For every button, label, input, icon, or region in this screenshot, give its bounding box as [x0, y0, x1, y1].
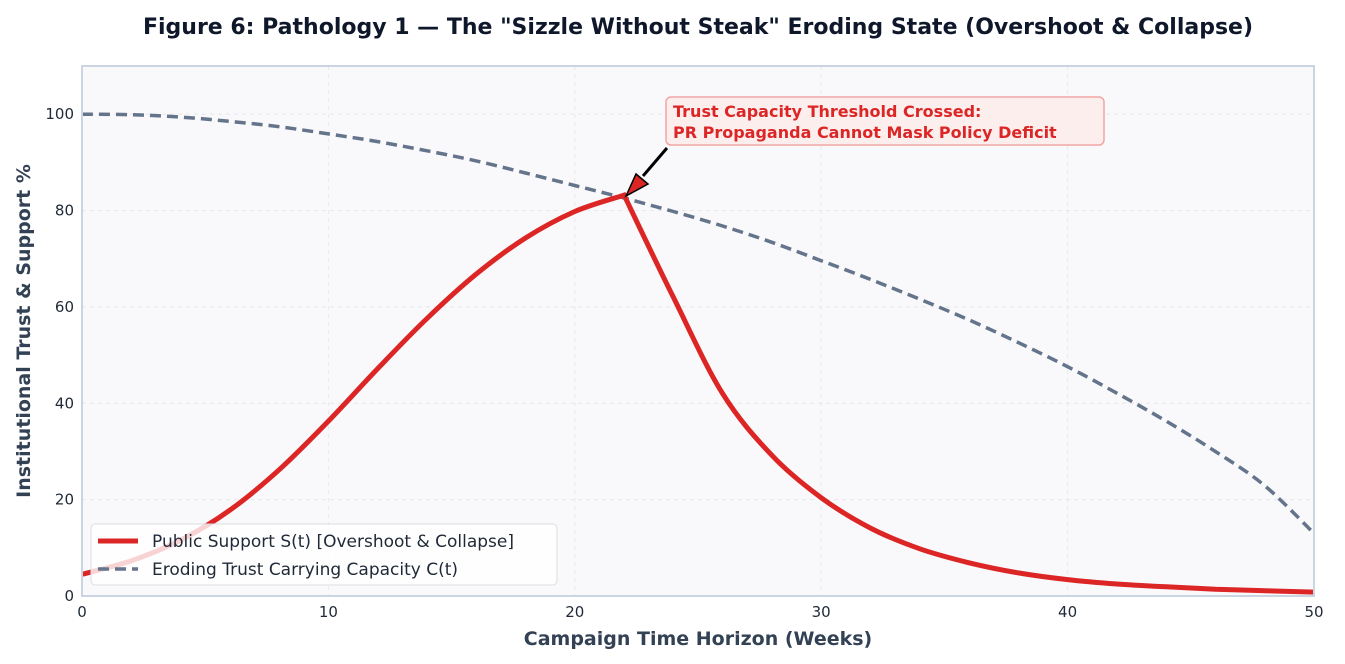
chart-title: Figure 6: Pathology 1 — The "Sizzle With…	[143, 15, 1253, 40]
y-tick-label: 100	[45, 105, 74, 123]
y-tick-label: 0	[64, 587, 74, 605]
y-tick-label: 60	[55, 298, 74, 316]
legend-label-public-support: Public Support S(t) [Overshoot & Collaps…	[152, 532, 514, 552]
y-axis-ticks: 0 20 40 60 80 100	[45, 105, 74, 605]
annotation: Trust Capacity Threshold Crossed: PR Pro…	[624, 96, 1105, 198]
x-axis-ticks: 0 10 20 30 40 50	[77, 603, 1323, 621]
annotation-line-1: Trust Capacity Threshold Crossed:	[673, 102, 981, 121]
x-tick-label: 20	[565, 603, 584, 621]
y-tick-label: 40	[55, 394, 74, 412]
annotation-arrow-head	[624, 172, 650, 198]
legend-box	[90, 523, 558, 586]
legend-label-trust-capacity: Eroding Trust Carrying Capacity C(t)	[152, 560, 458, 580]
annotation-box	[665, 96, 1105, 146]
annotation-line-2: PR Propaganda Cannot Mask Policy Deficit	[673, 123, 1057, 142]
annotation-arrow-shaft	[641, 147, 669, 177]
series-line-public-support	[81, 192, 1315, 595]
series-line-trust-capacity	[81, 112, 1316, 535]
legend: Public Support S(t) [Overshoot & Collaps…	[90, 523, 558, 586]
x-tick-label: 0	[77, 603, 87, 621]
plot-frame	[81, 65, 1315, 597]
x-tick-label: 40	[1058, 603, 1077, 621]
series-layer	[81, 112, 1316, 595]
x-tick-label: 50	[1304, 603, 1323, 621]
y-tick-label: 20	[55, 491, 74, 509]
y-axis-label: Institutional Trust & Support %	[13, 164, 35, 498]
x-axis-label: Campaign Time Horizon (Weeks)	[524, 628, 872, 650]
plot-area	[82, 66, 1314, 596]
y-tick-label: 80	[55, 202, 74, 220]
x-tick-label: 30	[812, 603, 831, 621]
x-tick-label: 10	[319, 603, 338, 621]
